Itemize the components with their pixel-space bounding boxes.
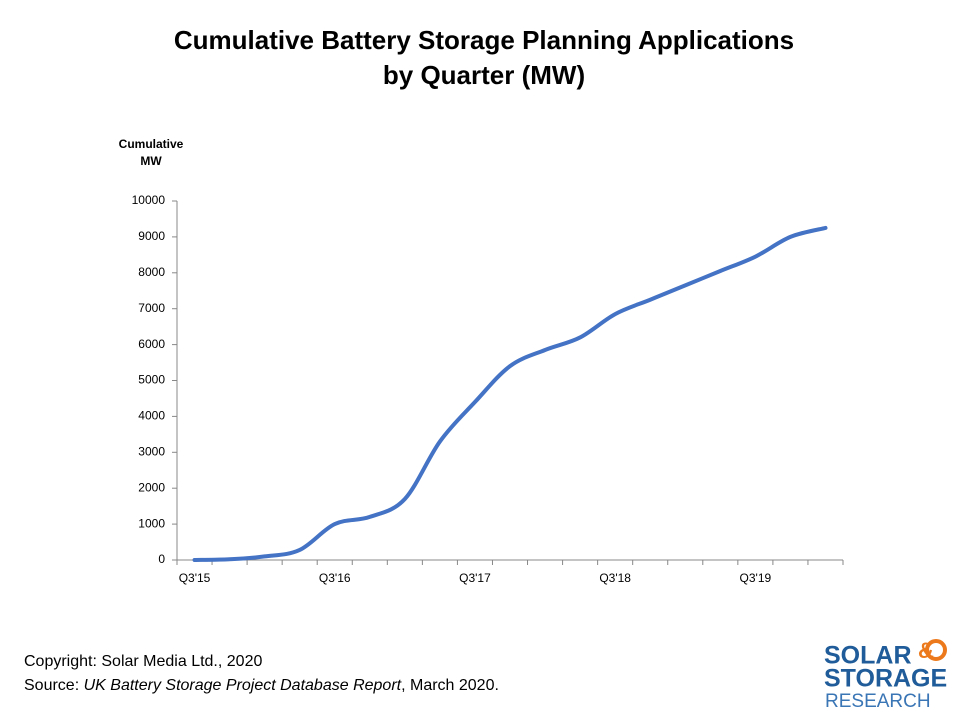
logo-text: STORAGE <box>824 665 947 693</box>
y-tick-label: 6000 <box>138 337 165 351</box>
x-tick-label: Q3'17 <box>459 571 491 585</box>
source: Source: UK Battery Storage Project Datab… <box>24 677 499 694</box>
y-axis-label: Cumulative <box>119 137 184 151</box>
source-prefix: Source: <box>24 677 84 694</box>
y-tick-label: 7000 <box>138 301 165 315</box>
x-tick-label: Q3'16 <box>319 571 351 585</box>
y-tick-label: 4000 <box>138 409 165 423</box>
y-tick-label: 5000 <box>138 373 165 387</box>
y-tick-label: 2000 <box>138 480 165 494</box>
x-tick-label: Q3'15 <box>179 571 211 585</box>
y-tick-label: 3000 <box>138 444 165 458</box>
logo-text: RESEARCH <box>825 691 931 712</box>
chart-title: Cumulative Battery Storage Planning Appl… <box>174 25 794 55</box>
chart-title: by Quarter (MW) <box>383 60 585 90</box>
y-tick-label: 0 <box>158 552 165 566</box>
logo: SOLAR & STORAGE RESEARCH <box>824 638 947 712</box>
y-tick-label: 1000 <box>138 516 165 530</box>
y-tick-label: 10000 <box>132 193 166 207</box>
x-tick-label: Q3'18 <box>599 571 631 585</box>
y-tick-label: 9000 <box>138 229 165 243</box>
y-tick-label: 8000 <box>138 265 165 279</box>
y-axis-label: MW <box>140 154 162 168</box>
logo-text: SOLAR <box>824 642 912 670</box>
logo-ring <box>925 639 947 661</box>
x-tick-label: Q3'19 <box>740 571 772 585</box>
source-suffix: , March 2020. <box>401 677 499 694</box>
source-title: UK Battery Storage Project Database Repo… <box>84 677 402 694</box>
copyright: Copyright: Solar Media Ltd., 2020 <box>24 653 262 670</box>
line-series <box>192 225 828 562</box>
